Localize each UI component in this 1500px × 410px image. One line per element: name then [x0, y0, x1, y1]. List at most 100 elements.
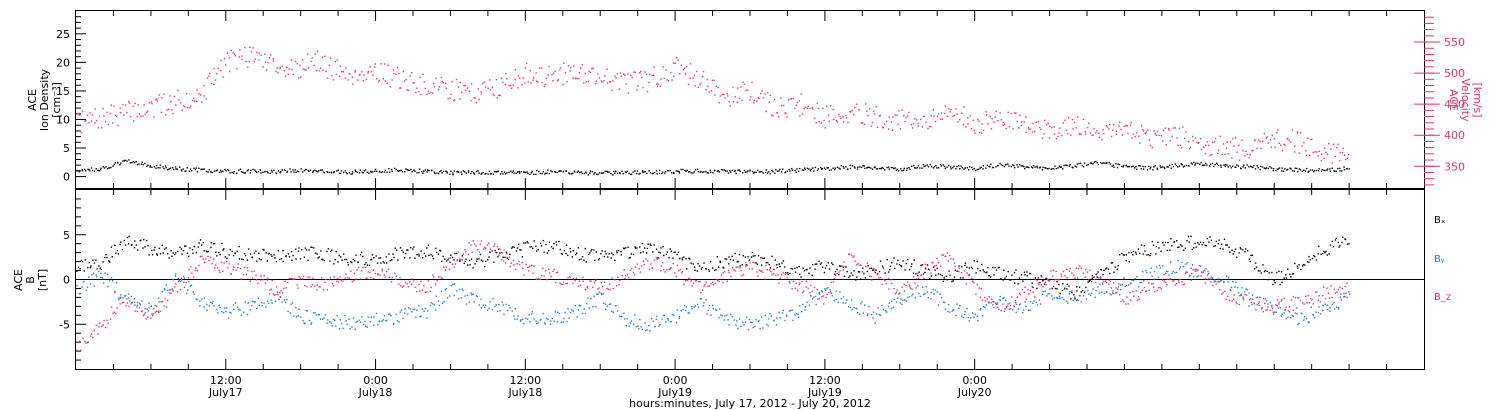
b-component-1-point — [438, 304, 441, 307]
density-point — [1290, 168, 1292, 170]
b-component-2-point — [1205, 278, 1207, 280]
b-component-0-point — [636, 247, 638, 249]
b-component-1-point — [544, 322, 546, 324]
velocity-point — [682, 68, 685, 71]
density-point — [1034, 166, 1036, 168]
velocity-point — [428, 92, 430, 94]
density-point — [503, 171, 506, 173]
velocity-point — [646, 90, 649, 93]
density-point — [298, 170, 300, 173]
b-component-2-point — [523, 274, 525, 276]
density-point — [420, 170, 423, 173]
b-component-0-point — [677, 251, 680, 253]
density-point — [1101, 162, 1103, 165]
b-component-0-point — [210, 246, 212, 249]
b-component-2-point — [233, 266, 235, 268]
velocity-point — [879, 114, 881, 117]
b-component-0-point — [303, 256, 306, 258]
b-component-2-point — [1036, 279, 1038, 282]
b-component-2-point — [668, 268, 670, 270]
density-point — [1104, 162, 1106, 164]
b-component-1-point — [1097, 286, 1099, 288]
density-point — [81, 169, 83, 171]
b-component-1-point — [630, 320, 633, 322]
velocity-point — [1168, 129, 1170, 131]
velocity-point — [633, 71, 635, 73]
density-point — [1146, 169, 1149, 171]
density-point — [874, 166, 876, 168]
b-component-1-point — [1203, 269, 1206, 271]
b-component-2-point — [1077, 267, 1080, 270]
b-component-1-point — [856, 312, 859, 314]
b-component-2-point — [1054, 278, 1056, 281]
velocity-point — [512, 84, 515, 86]
b-component-2-point — [619, 279, 621, 282]
b-component-0-point — [316, 253, 318, 255]
velocity-point — [1345, 158, 1347, 161]
b-component-2-point — [981, 299, 983, 301]
b-component-2-point — [508, 256, 510, 258]
b-component-1-point — [848, 305, 850, 308]
b-component-1-point — [1269, 302, 1272, 304]
b-component-2-point — [582, 276, 584, 279]
b-component-0-point — [404, 253, 407, 255]
velocity-point — [403, 80, 406, 82]
b-component-1-point — [86, 286, 89, 288]
b-component-1-point — [842, 296, 845, 298]
b-component-1-point — [219, 306, 221, 309]
b-component-2-point — [997, 306, 999, 308]
velocity-point — [1324, 147, 1326, 149]
density-point — [999, 162, 1001, 165]
density-point — [1039, 166, 1041, 168]
velocity-point — [1177, 144, 1179, 146]
density-point — [859, 166, 861, 168]
velocity-point — [1039, 126, 1041, 129]
velocity-point — [544, 83, 546, 86]
b-component-0-point — [692, 263, 694, 265]
b-component-0-point — [1296, 265, 1299, 267]
b-component-1-point — [550, 320, 552, 322]
b-component-2-point — [574, 280, 576, 282]
velocity-point — [1062, 122, 1064, 124]
b-component-0-point — [970, 266, 973, 268]
b-component-2-point — [859, 264, 861, 266]
density-point — [958, 165, 960, 167]
b-component-2-point — [690, 280, 692, 282]
velocity-point — [260, 54, 262, 56]
b-component-1-point — [407, 313, 409, 315]
b-component-0-point — [480, 259, 482, 261]
velocity-point — [1096, 130, 1098, 132]
b-component-1-point — [95, 274, 97, 276]
b-component-0-point — [119, 243, 121, 246]
b-component-2-point — [617, 276, 619, 278]
density-point — [1081, 164, 1083, 167]
density-point — [1019, 164, 1021, 166]
velocity-point — [832, 108, 834, 111]
density-point — [950, 166, 952, 168]
b-component-2-point — [484, 246, 486, 248]
b-component-1-point — [574, 304, 577, 307]
b-component-1-point — [416, 309, 418, 311]
b-component-1-point — [386, 319, 388, 322]
b-component-0-point — [672, 257, 674, 259]
velocity-point — [224, 64, 227, 66]
b-component-2-point — [271, 279, 273, 282]
b-component-1-point — [623, 318, 626, 320]
density-point — [452, 172, 454, 174]
b-component-2-point — [1245, 294, 1248, 296]
velocity-point — [708, 91, 710, 93]
velocity-point — [480, 93, 483, 95]
velocity-point — [552, 72, 555, 74]
density-point — [523, 171, 526, 173]
b-component-1-point — [1251, 294, 1254, 296]
b-component-2-point — [1050, 270, 1052, 272]
velocity-point — [454, 99, 456, 101]
density-point — [723, 169, 725, 171]
b-component-1-point — [924, 292, 926, 295]
b-component-1-point — [1153, 270, 1156, 273]
b-component-1-point — [1217, 278, 1220, 280]
b-component-1-point — [1033, 296, 1036, 298]
b-component-1-point — [178, 279, 180, 282]
b-component-2-point — [394, 272, 396, 274]
b-component-2-point — [871, 279, 873, 281]
